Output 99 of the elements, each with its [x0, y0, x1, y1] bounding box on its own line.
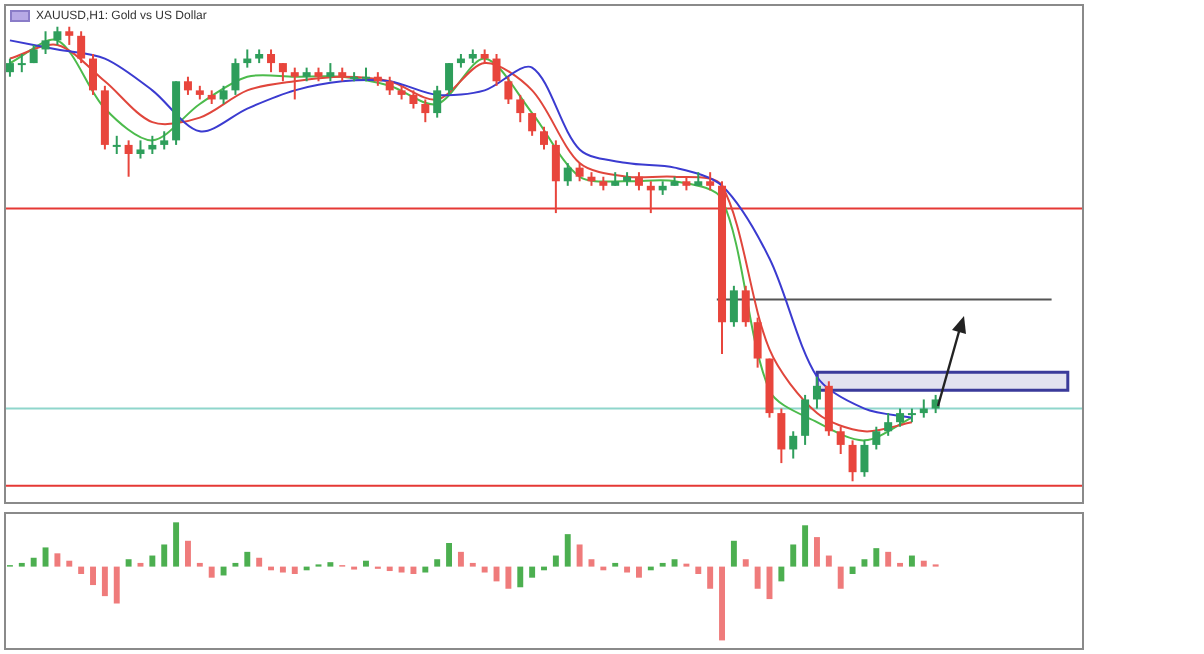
- candlestick: [445, 62, 454, 96]
- candlestick: [634, 171, 643, 192]
- candlestick: [563, 162, 572, 187]
- bar: [90, 566, 96, 586]
- bar: [837, 566, 844, 589]
- bar: [457, 551, 464, 567]
- bar: [66, 560, 73, 567]
- candlestick: [540, 125, 548, 151]
- bar: [730, 540, 737, 567]
- bar: [576, 544, 583, 567]
- bar: [256, 557, 263, 567]
- bar: [564, 534, 571, 567]
- candlestick: [5, 57, 14, 78]
- candlestick: [124, 139, 133, 178]
- bar: [220, 566, 227, 576]
- bar: [635, 566, 642, 578]
- bar: [54, 553, 61, 567]
- bar: [113, 566, 120, 604]
- candlestick: [409, 89, 418, 110]
- bar: [885, 551, 892, 567]
- bar: [398, 566, 405, 573]
- candlestick: [183, 75, 192, 96]
- bar: [208, 566, 215, 578]
- candlestick: [753, 316, 762, 369]
- candlestick: [421, 98, 430, 124]
- bar: [446, 543, 453, 567]
- bar: [814, 537, 820, 567]
- candlestick: [575, 162, 584, 183]
- candlestick: [706, 171, 715, 192]
- candlestick: [848, 439, 857, 483]
- bar: [908, 555, 915, 567]
- bar: [173, 522, 180, 567]
- candlestick: [385, 75, 394, 96]
- bar: [754, 566, 761, 589]
- candlestick: [433, 84, 442, 119]
- candlestick: [326, 62, 335, 83]
- bar: [244, 551, 251, 567]
- candlestick: [89, 53, 98, 96]
- bar: [552, 555, 559, 567]
- bar: [161, 544, 168, 567]
- bar: [825, 555, 832, 567]
- candlestick: [884, 412, 893, 437]
- candlestick: [729, 284, 738, 328]
- candlestick: [41, 30, 50, 55]
- candlestick: [741, 284, 750, 328]
- bar: [386, 566, 393, 572]
- bar: [707, 566, 714, 589]
- bar: [481, 566, 488, 573]
- candlestick: [267, 48, 276, 74]
- candlestick: [17, 53, 26, 74]
- bar: [410, 566, 417, 574]
- bar: [778, 566, 785, 582]
- bar: [517, 566, 524, 588]
- bar: [802, 525, 809, 567]
- bar: [505, 566, 512, 589]
- candlestick: [219, 84, 228, 105]
- candlestick: [789, 430, 798, 460]
- candlestick: [492, 53, 501, 87]
- bar: [695, 566, 702, 574]
- candlestick: [290, 66, 299, 101]
- bar: [671, 559, 678, 567]
- bar: [363, 560, 369, 567]
- candlestick: [812, 375, 821, 410]
- bar: [719, 566, 725, 641]
- bar: [849, 566, 856, 574]
- bar: [42, 547, 49, 567]
- bar: [149, 555, 156, 567]
- candlestick: [860, 439, 869, 478]
- candlestick: [160, 130, 169, 151]
- candlestick: [65, 25, 74, 46]
- candlestick: [896, 407, 905, 428]
- bar: [434, 559, 441, 567]
- bar: [184, 540, 191, 567]
- bar: [742, 559, 749, 567]
- candlestick: [136, 139, 145, 160]
- candlestick: [528, 112, 537, 137]
- bar: [588, 559, 595, 567]
- candlestick: [112, 134, 121, 155]
- candlestick: [504, 75, 513, 105]
- bar: [30, 557, 37, 567]
- bar: [291, 566, 298, 574]
- bar: [125, 559, 132, 567]
- candlestick: [53, 25, 62, 46]
- candlestick: [278, 62, 287, 83]
- bar: [529, 566, 536, 578]
- candlestick: [777, 407, 786, 465]
- bar: [422, 566, 429, 573]
- candlestick: [516, 93, 525, 124]
- bar: [624, 566, 631, 573]
- candlestick: [801, 393, 810, 446]
- bar: [279, 566, 286, 573]
- bar: [873, 548, 880, 567]
- candlestick: [231, 57, 240, 96]
- bar: [861, 559, 868, 567]
- bar: [920, 560, 927, 567]
- bar: [790, 544, 797, 567]
- bar: [101, 566, 108, 597]
- candlestick: [872, 425, 881, 451]
- bar: [78, 566, 85, 574]
